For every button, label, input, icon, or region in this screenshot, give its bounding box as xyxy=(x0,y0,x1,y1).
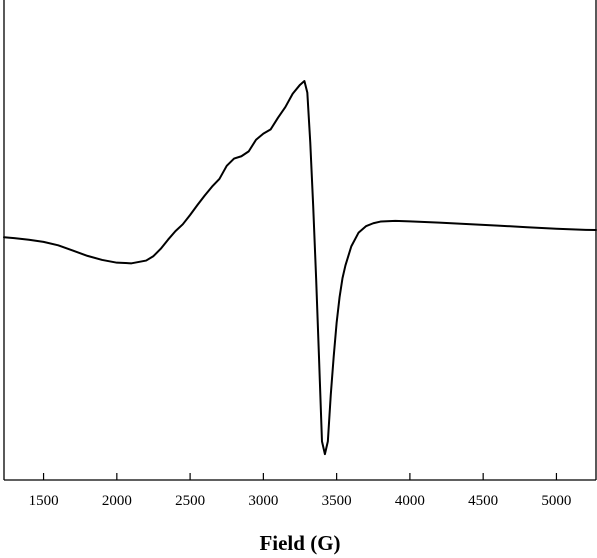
x-tick-label: 4000 xyxy=(395,493,425,509)
x-tick-label: 3000 xyxy=(248,493,278,509)
series-line xyxy=(3,80,597,456)
x-axis-ticks xyxy=(42,473,558,480)
x-tick-label: 5000 xyxy=(541,493,571,509)
x-tick-label: 2500 xyxy=(175,493,205,509)
x-axis-tick-labels: 1500 2000 2500 3000 3500 4000 4500 5000 xyxy=(29,493,572,509)
x-tick-label: 1500 xyxy=(29,493,59,509)
x-tick-label: 2000 xyxy=(102,493,132,509)
plot-frame xyxy=(3,0,597,481)
x-axis-title: Field (G) xyxy=(259,531,340,555)
x-tick-label: 4500 xyxy=(468,493,498,509)
x-tick-label: 3500 xyxy=(322,493,352,509)
